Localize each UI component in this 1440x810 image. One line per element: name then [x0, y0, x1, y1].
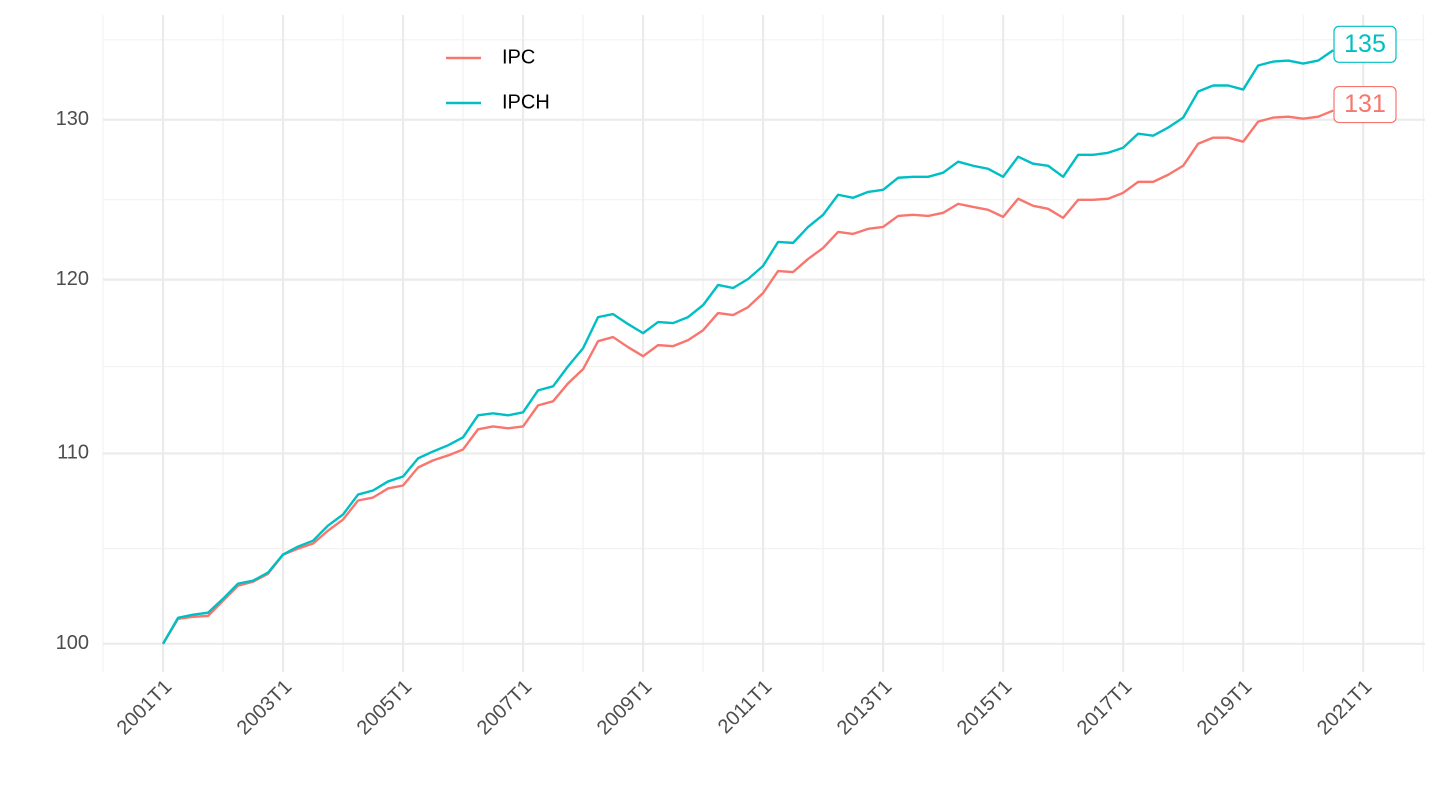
legend-label: IPC [502, 46, 535, 68]
end-label: 131 [1344, 90, 1386, 118]
x-tick-label: 2013T1 [833, 676, 897, 740]
x-tick-label: 2003T1 [233, 676, 297, 740]
x-tick-label: 2007T1 [473, 676, 537, 740]
x-tick-label: 2015T1 [953, 676, 1017, 740]
x-tick-label: 2005T1 [353, 676, 417, 740]
y-tick-label: 100 [56, 632, 89, 654]
y-tick-label: 130 [56, 108, 89, 130]
x-tick-label: 2021T1 [1313, 676, 1377, 740]
end-label-box [1333, 85, 1397, 124]
series-line [161, 109, 1334, 645]
x-tick-label: 2001T1 [113, 676, 177, 740]
x-tick-label: 2011T1 [714, 676, 776, 738]
y-tick-label: 110 [57, 442, 89, 464]
x-tick-label: 2019T1 [1193, 676, 1257, 740]
x-tick-label: 2009T1 [593, 676, 657, 740]
series-line [161, 49, 1334, 645]
legend-label: IPCH [502, 91, 550, 113]
y-tick-label: 120 [56, 268, 89, 290]
end-label: 135 [1344, 30, 1386, 58]
end-label-box [1333, 25, 1397, 63]
x-tick-label: 2017T1 [1073, 676, 1137, 740]
